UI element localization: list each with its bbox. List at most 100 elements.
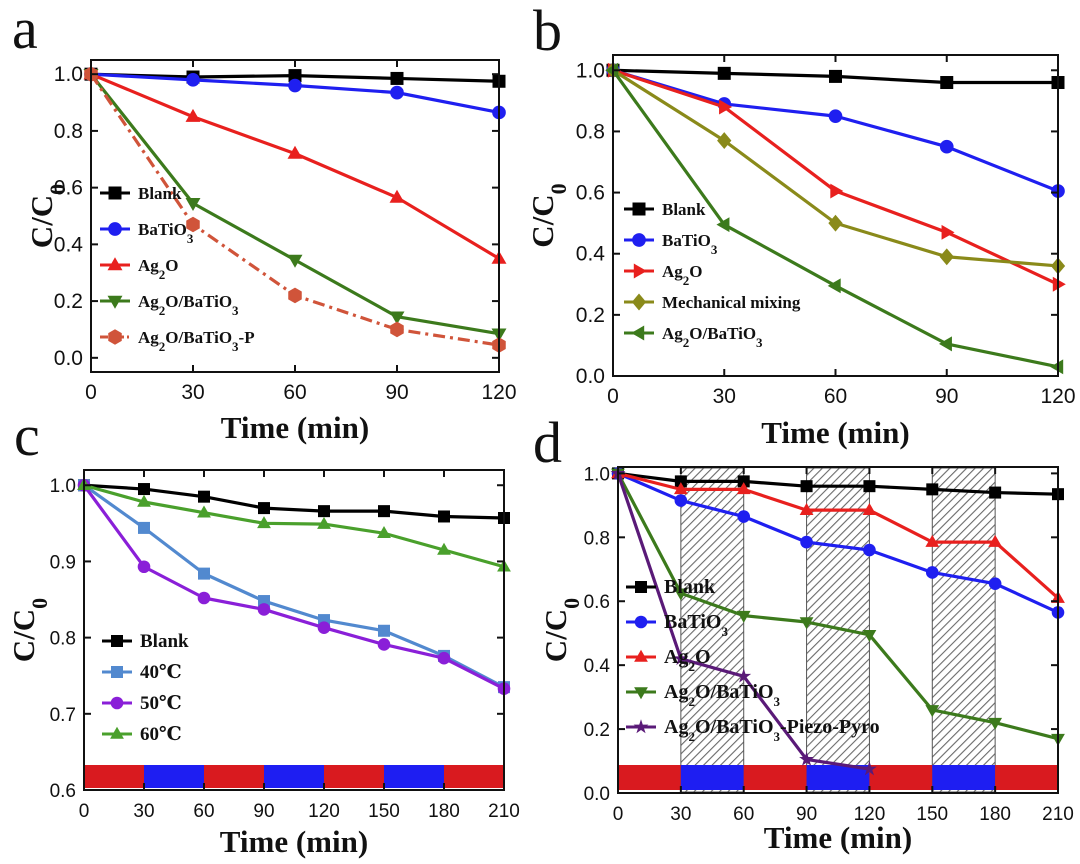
data-point-2-2 (830, 183, 844, 199)
legend-swatch-marker (632, 202, 646, 216)
data-point-0-5 (926, 483, 939, 496)
data-point-1-2 (737, 510, 751, 523)
panel-b: 0 30 60 90 120 0.0 0.2 0.4 0.6 0.8 1.0 Time (min) C/… (525, 0, 1076, 450)
data-point-0-3 (390, 71, 404, 85)
light-bar-segment-3 (264, 765, 324, 788)
data-point-3-2 (287, 254, 303, 268)
legend-swatch-marker (108, 222, 122, 236)
data-point-2-3 (257, 603, 271, 616)
x-tick-label: 120 (308, 801, 340, 822)
data-point-3-4 (862, 629, 877, 642)
x-tick-label: 120 (481, 381, 516, 404)
series-line-2 (617, 471, 1060, 600)
legend-label: Blank (138, 184, 182, 203)
legend-label: Ag2O/BaTiO3 (662, 324, 763, 350)
data-point-3-6 (988, 717, 1003, 730)
legend-label: 60℃ (140, 724, 182, 745)
y-tick-label: 0.0 (54, 347, 83, 370)
x-tick-label: 30 (181, 381, 204, 404)
y-tick-label: 0.4 (576, 243, 606, 266)
legend-label: BaTiO3 (138, 220, 194, 246)
light-bar-segment-4 (869, 765, 933, 790)
x-axis-label: Time (min) (761, 415, 909, 450)
data-point-2-5 (377, 638, 391, 651)
data-point-0-3 (940, 76, 954, 90)
x-tick-label: 0 (79, 801, 90, 822)
data-point-2-4 (1052, 276, 1066, 292)
legend-label: Ag2O/BaTiO3-Piezo-Pyro (664, 716, 880, 744)
y-tick-label: 0.6 (50, 781, 76, 802)
legend-swatch-marker (632, 233, 646, 247)
data-point-4-3 (799, 751, 814, 766)
data-point-2-6 (437, 651, 451, 665)
legend-item-3: Mechanical mixing (624, 293, 801, 312)
series-line-3 (83, 483, 505, 569)
legend-item-2: Ag2O (100, 256, 179, 282)
y-tick-label: 0.6 (576, 182, 605, 205)
panel-c: 0 30 60 90 120 150 180 210 0.6 0.7 0.8 0.9 1.0 Time (… (6, 403, 520, 859)
data-point-0-6 (989, 486, 1002, 499)
x-axis-label: Time (min) (221, 410, 369, 445)
legend-label: 40℃ (140, 662, 182, 683)
legend-swatch-marker (111, 666, 123, 678)
hatched-region-2 (931, 467, 996, 793)
legend-item-1: BaTiO3 (100, 220, 194, 246)
light-bar-segment-1 (144, 765, 204, 788)
x-tick-label: 120 (854, 804, 886, 825)
y-tick-label: 1.0 (50, 476, 76, 497)
x-tick-label: 60 (733, 804, 754, 825)
data-point-3-5 (377, 526, 391, 539)
data-point-1-1 (186, 73, 200, 87)
legend-item-1: 40℃ (102, 662, 182, 683)
data-point-0-5 (378, 505, 390, 518)
data-point-3-3 (389, 311, 405, 325)
data-point-4-2 (736, 668, 752, 683)
legend-item-0: Blank (102, 631, 189, 652)
x-axis-label: Time (min) (764, 820, 912, 855)
series-line-0 (617, 471, 1059, 496)
y-tick-label: 0.4 (584, 656, 611, 677)
legend-swatch-marker (631, 293, 647, 311)
data-point-2-2 (287, 145, 303, 159)
data-point-4-1 (716, 217, 730, 233)
data-point-1-2 (828, 109, 843, 123)
legend-item-0: Blank (100, 184, 182, 203)
data-point-2-3 (799, 502, 814, 515)
series-4 (605, 62, 1064, 375)
legend-label: Ag2O/BaTiO3 (664, 681, 781, 709)
y-tick-label: 0.2 (584, 720, 610, 741)
series-line-1 (617, 471, 1059, 614)
data-point-1-3 (939, 139, 954, 154)
legend-swatch-marker (631, 325, 645, 341)
legend-item-1: BaTiO3 (624, 231, 718, 257)
legend-label: BaTiO3 (662, 231, 718, 257)
data-point-0-1 (717, 66, 731, 80)
light-bar-segment-4 (324, 765, 384, 788)
x-tick-label: 30 (670, 804, 691, 825)
x-tick-label: 60 (193, 801, 214, 822)
x-tick-label: 60 (824, 385, 847, 408)
x-tick-label: 30 (713, 385, 736, 408)
legend-item-3: 60℃ (102, 724, 182, 745)
legend-swatch-marker (110, 696, 124, 710)
data-point-2-1 (719, 99, 733, 115)
light-bar-segment-3 (806, 765, 870, 790)
legend-swatch-marker (107, 257, 123, 271)
data-point-0-2 (288, 69, 302, 83)
y-tick-label: 0.6 (584, 592, 610, 613)
x-tick-label: 210 (488, 801, 520, 822)
panel-label: d (533, 410, 562, 475)
data-point-0-6 (438, 510, 450, 523)
data-point-2-5 (925, 534, 940, 547)
legend-swatch-marker (635, 581, 647, 593)
light-bar-segment-6 (444, 765, 504, 788)
y-tick-label: 0.0 (584, 784, 610, 805)
x-tick-label: 120 (1040, 385, 1075, 408)
series-line-3 (616, 472, 1059, 741)
data-point-1-1 (674, 494, 688, 507)
data-point-3-3 (799, 617, 814, 630)
series-line-2 (612, 68, 1059, 286)
x-axis-label: Time (min) (220, 824, 368, 859)
panel-label: c (14, 403, 40, 468)
